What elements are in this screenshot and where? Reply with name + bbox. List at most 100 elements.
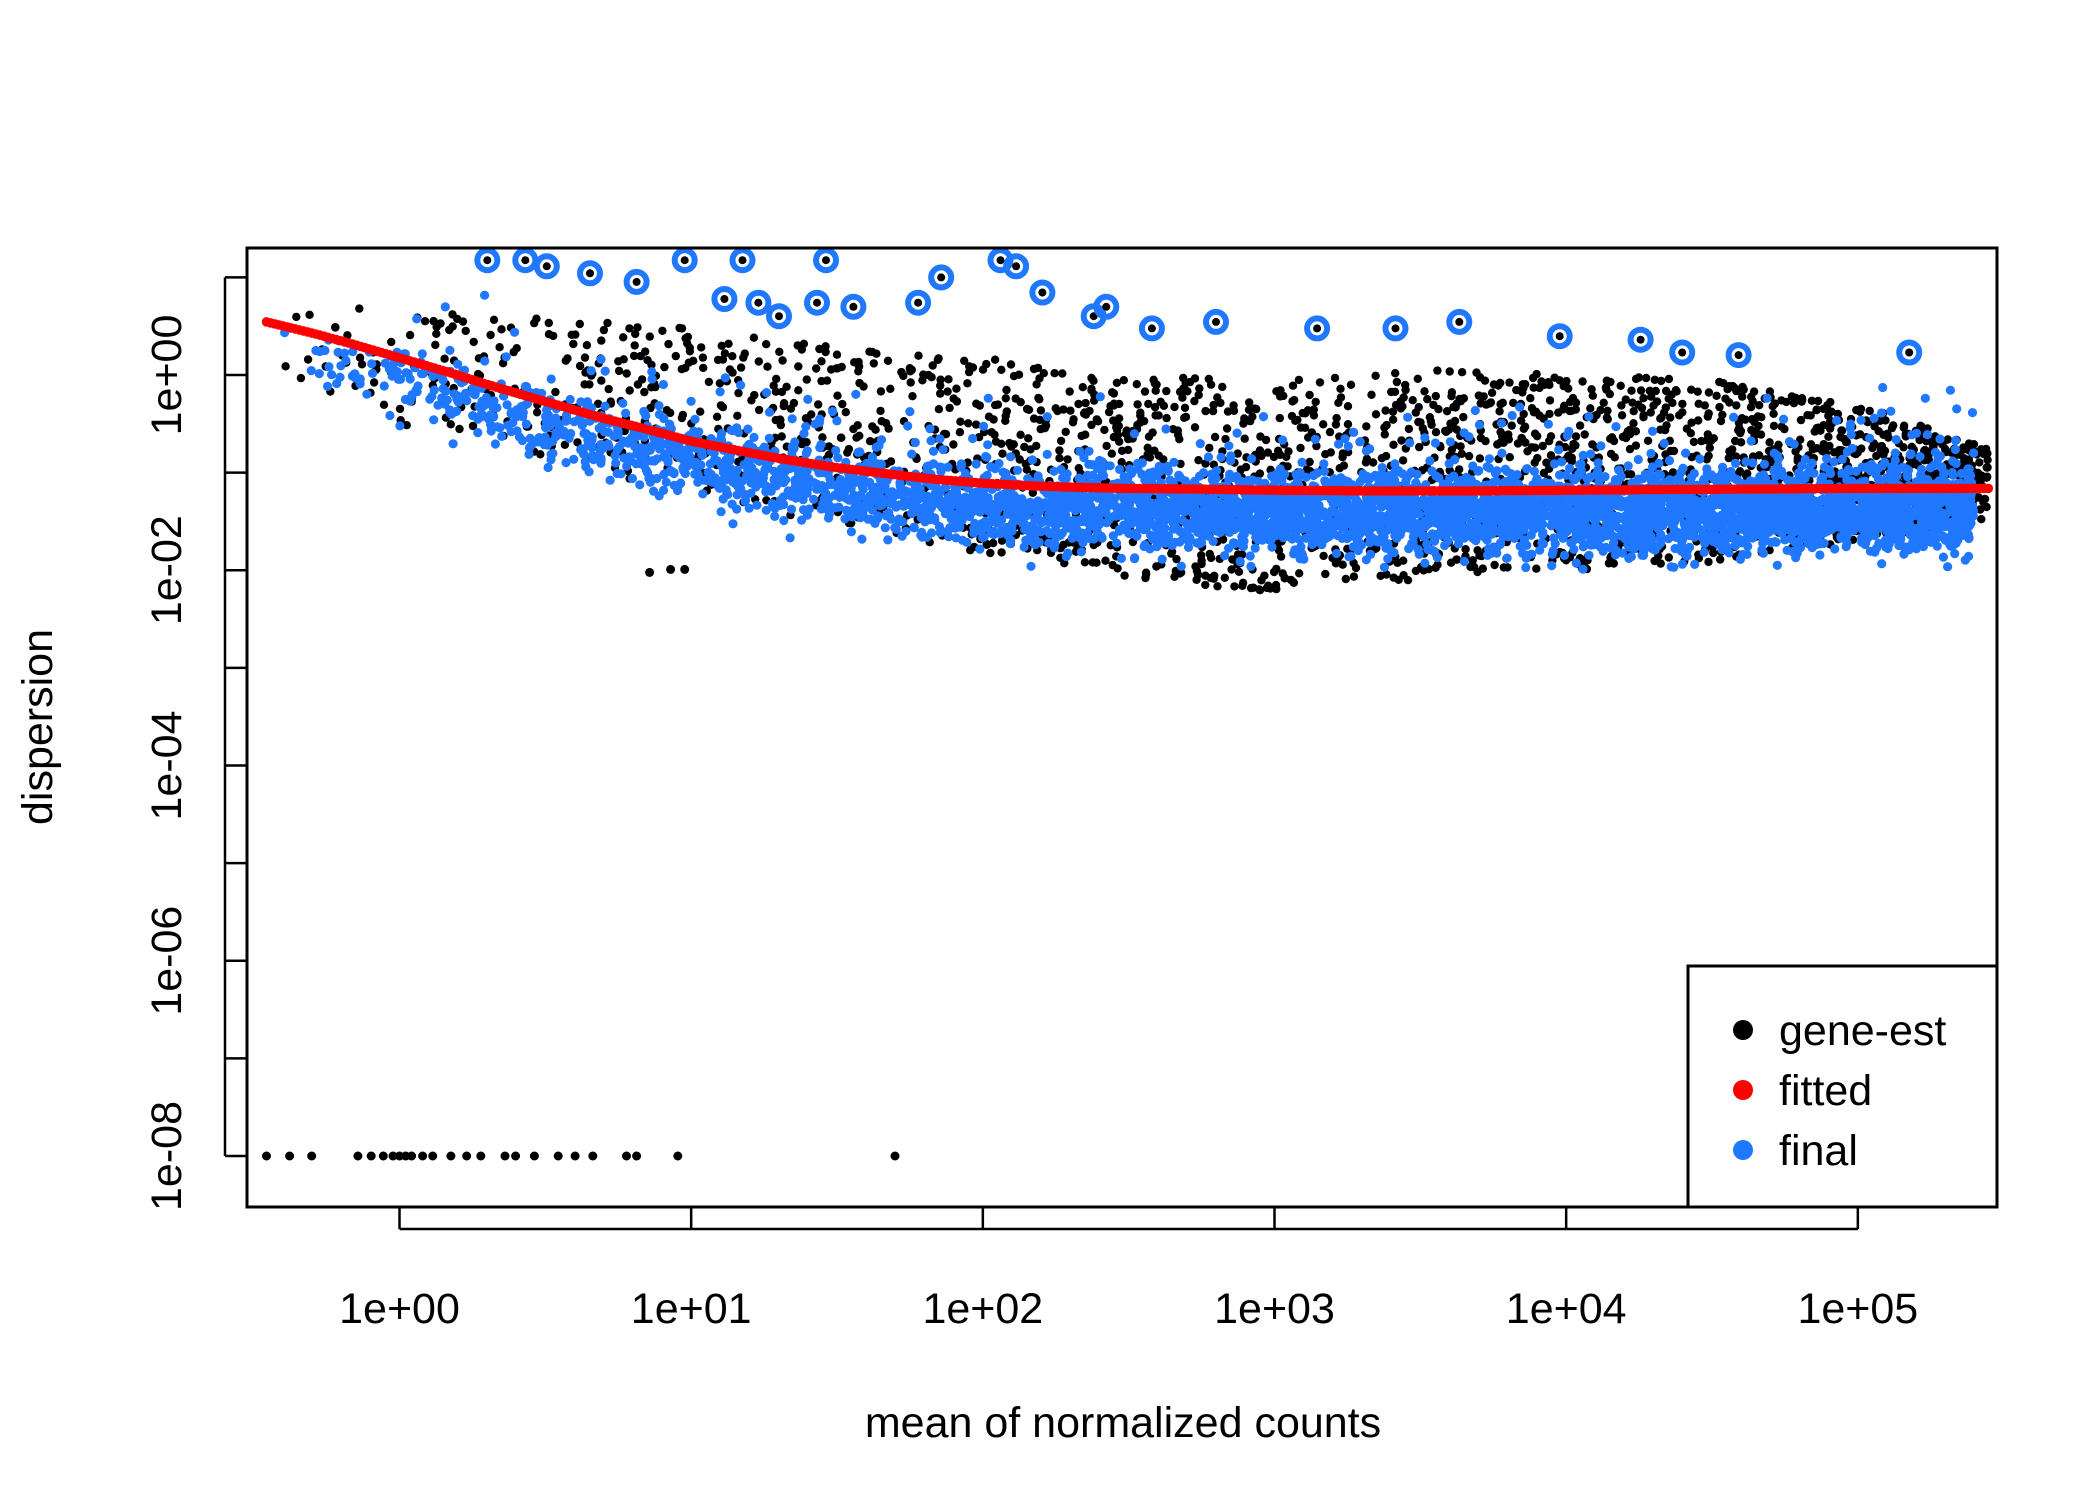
gene-est-point <box>1664 553 1674 562</box>
gene-est-point <box>1108 560 1117 570</box>
final-point <box>1229 539 1239 549</box>
gene-est-point <box>1201 571 1210 580</box>
gene-est-point <box>1121 429 1131 438</box>
final-point <box>857 534 867 544</box>
gene-est-point <box>799 339 809 348</box>
gene-est-point <box>1530 443 1540 452</box>
gene-est-point <box>1288 381 1298 390</box>
gene-est-point <box>1977 515 1986 524</box>
gene-est-point <box>1459 412 1468 422</box>
gene-est-point <box>1464 451 1474 461</box>
gene-est-point <box>754 357 763 366</box>
gene-est-point <box>1442 407 1452 416</box>
gene-est-point <box>733 411 742 420</box>
gene-est-point <box>1505 453 1515 462</box>
gene-est-point <box>1331 420 1341 429</box>
gene-est-point <box>1305 457 1314 467</box>
gene-est-point <box>1399 393 1408 402</box>
final-point <box>828 406 838 417</box>
final-point <box>1267 542 1277 552</box>
final-point <box>846 527 857 537</box>
gene-est-point <box>1380 423 1389 432</box>
final-point <box>473 428 483 438</box>
gene-est-point <box>379 400 389 409</box>
gene-est-point <box>1452 555 1462 564</box>
gene-est-point <box>1206 380 1216 389</box>
gene-est-point <box>1078 383 1088 392</box>
gene-est-point <box>625 324 634 333</box>
gene-est-point <box>1625 444 1635 454</box>
final-point <box>798 505 809 515</box>
gene-est-point <box>1001 394 1010 403</box>
gene-est-point <box>1144 432 1154 441</box>
gene-est-point <box>1319 420 1328 429</box>
gene-est-point <box>1234 567 1244 576</box>
final-point <box>770 511 780 521</box>
gene-est-point <box>677 324 687 333</box>
gene-est-point <box>956 417 965 426</box>
gene-est-point <box>1880 446 1890 455</box>
gene-est-point <box>914 351 923 360</box>
gene-est-point <box>1617 411 1627 420</box>
gene-est-point <box>886 457 896 466</box>
final-point <box>935 434 945 444</box>
gene-est-point <box>1423 395 1432 404</box>
final-point <box>1470 405 1480 416</box>
gene-est-point <box>997 548 1006 557</box>
final-point <box>1690 559 1700 570</box>
gene-est-point <box>1808 445 1818 454</box>
gene-est-point <box>1190 396 1199 406</box>
gene-est-point <box>1113 430 1123 440</box>
gene-est-point <box>1879 430 1888 439</box>
gene-est-point <box>453 314 462 324</box>
final-point <box>490 439 500 449</box>
gene-est-point <box>1872 451 1881 461</box>
final-point <box>1515 402 1525 412</box>
gene-est-point <box>1456 442 1465 451</box>
gene-est-point <box>865 347 874 356</box>
final-point <box>1543 419 1553 429</box>
gene-est-point <box>1298 408 1307 418</box>
gene-est-point <box>1606 377 1615 387</box>
gene-est-point <box>1535 383 1544 393</box>
gene-est-point <box>754 405 764 415</box>
gene-est-point <box>1627 386 1636 395</box>
gene-est-point <box>1661 386 1671 396</box>
gene-est-point <box>1969 440 1979 449</box>
final-point <box>1762 393 1772 403</box>
gene-est-point <box>567 330 576 339</box>
gene-est-point <box>855 378 864 388</box>
gene-est-point <box>1560 401 1569 410</box>
gene-est-point <box>1441 426 1450 436</box>
gene-est-point <box>1205 549 1215 559</box>
gene-est-point <box>1218 382 1227 392</box>
gene-est-point <box>1209 400 1218 410</box>
gene-est-point <box>1092 415 1102 424</box>
gene-est-point <box>1414 403 1423 412</box>
gene-est-point <box>1296 443 1305 453</box>
gene-est-point <box>1689 437 1699 447</box>
gene-est-point <box>1408 396 1417 405</box>
gene-est-point <box>1257 576 1266 585</box>
gene-est-point <box>1029 364 1039 374</box>
final-point <box>1559 550 1570 561</box>
gene-est-point <box>1705 443 1715 452</box>
final-point <box>1432 529 1442 539</box>
gene-est-point <box>1651 386 1660 396</box>
gene-est-point <box>1201 406 1210 416</box>
final-point <box>1507 410 1517 421</box>
gene-est-point <box>1255 585 1264 594</box>
gene-est-point <box>897 367 906 377</box>
gene-est-point <box>1014 370 1024 379</box>
gene-est-point <box>1813 396 1823 406</box>
gene-est-point <box>749 333 759 342</box>
gene-est-point <box>1647 392 1656 401</box>
gene-est-point <box>1499 431 1508 440</box>
gene-est-point <box>883 356 893 365</box>
gene-est-point <box>292 312 301 322</box>
final-point <box>1915 452 1925 462</box>
gene-est-point <box>1152 562 1161 571</box>
gene-est-point <box>876 387 886 396</box>
gene-est-point <box>1315 378 1325 387</box>
